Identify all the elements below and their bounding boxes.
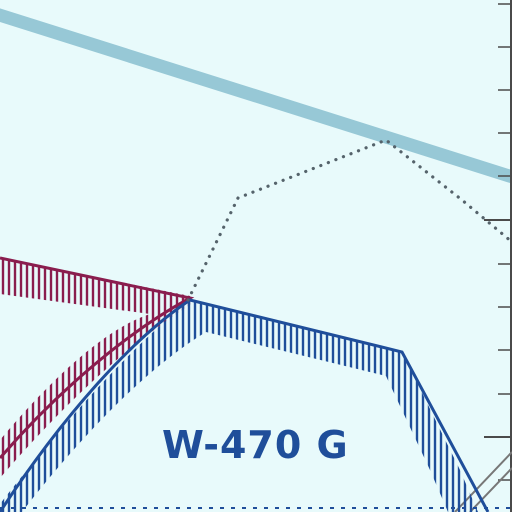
warning-area-edge: [0, 298, 490, 512]
latitude-scale-ticks: [484, 0, 512, 512]
grid-diagonal: [469, 467, 512, 512]
airway-route-band: [0, 8, 512, 184]
alert-area-edge: [0, 256, 195, 459]
alert-area-boundary: [0, 256, 195, 478]
alert-area-hatch: [0, 258, 194, 478]
warning-area-hatch: [0, 300, 478, 512]
warning-area-boundary: [0, 298, 490, 512]
warning-area-label: W-470 G: [162, 423, 349, 467]
